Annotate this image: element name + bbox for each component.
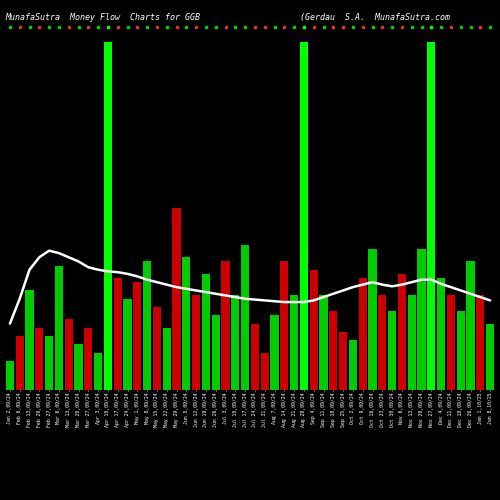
Bar [378,294,386,390]
Bar [36,328,44,390]
Bar [172,208,180,390]
Bar [310,270,318,390]
Bar [428,42,436,390]
Bar [182,258,190,390]
Bar [486,324,494,390]
Bar [74,344,82,390]
Bar [6,361,14,390]
Text: MunafaSutra  Money Flow  Charts for GGB                    (Gerdau  S.A.  Munafa: MunafaSutra Money Flow Charts for GGB (G… [5,12,450,22]
Bar [16,336,24,390]
Bar [447,294,455,390]
Bar [192,294,200,390]
Bar [134,282,141,390]
Bar [55,266,63,390]
Bar [358,278,366,390]
Bar [104,42,112,390]
Bar [398,274,406,390]
Bar [153,307,161,390]
Bar [143,262,151,390]
Bar [388,311,396,390]
Bar [330,311,338,390]
Bar [124,299,132,390]
Bar [251,324,259,390]
Bar [280,262,288,390]
Bar [241,245,249,390]
Bar [94,352,102,390]
Bar [339,332,347,390]
Bar [368,249,376,390]
Bar [84,328,92,390]
Bar [64,320,72,390]
Bar [476,294,484,390]
Bar [270,316,278,390]
Bar [418,249,426,390]
Bar [26,290,34,390]
Bar [437,278,445,390]
Bar [162,328,170,390]
Bar [114,278,122,390]
Bar [320,294,328,390]
Bar [232,294,239,390]
Bar [45,336,53,390]
Bar [202,274,210,390]
Bar [456,311,464,390]
Bar [300,42,308,390]
Bar [290,294,298,390]
Bar [222,262,230,390]
Bar [260,352,268,390]
Bar [466,262,474,390]
Bar [212,316,220,390]
Bar [408,294,416,390]
Bar [349,340,357,390]
